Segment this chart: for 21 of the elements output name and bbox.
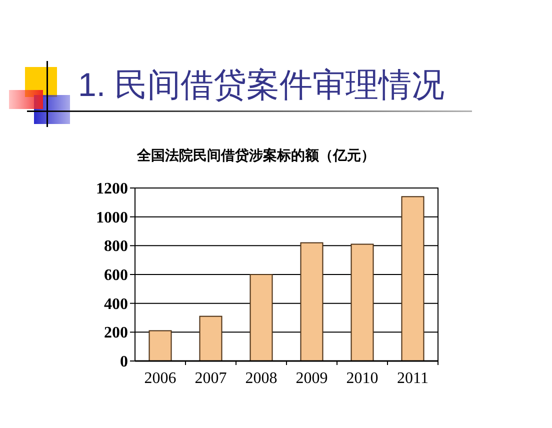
bar [199, 316, 222, 362]
bar [250, 274, 273, 362]
y-tick-label: 200 [104, 324, 128, 342]
y-tick-label: 0 [120, 354, 128, 370]
subtitle: 全国法院民间借贷涉案标的额（亿元） [137, 147, 375, 163]
title: 1. 民间借贷案件审理情况 [78, 66, 445, 103]
x-tick-label: 2007 [194, 370, 227, 387]
x-tick-label: 2006 [144, 370, 176, 387]
bar [148, 330, 172, 362]
x-tick-label: 2008 [245, 370, 278, 387]
y-tick-label: 400 [104, 296, 128, 313]
bar [300, 242, 324, 362]
y-tick-label: 600 [104, 267, 128, 284]
bar [401, 196, 424, 362]
y-tick-label: 1000 [96, 209, 128, 226]
x-tick-label: 2009 [296, 370, 328, 387]
y-tick-label: 800 [104, 238, 128, 256]
y-tick-label: 1200 [96, 180, 128, 198]
x-tick-label: 2011 [397, 370, 428, 387]
x-tick-label: 2010 [346, 370, 378, 387]
bar [350, 244, 374, 362]
